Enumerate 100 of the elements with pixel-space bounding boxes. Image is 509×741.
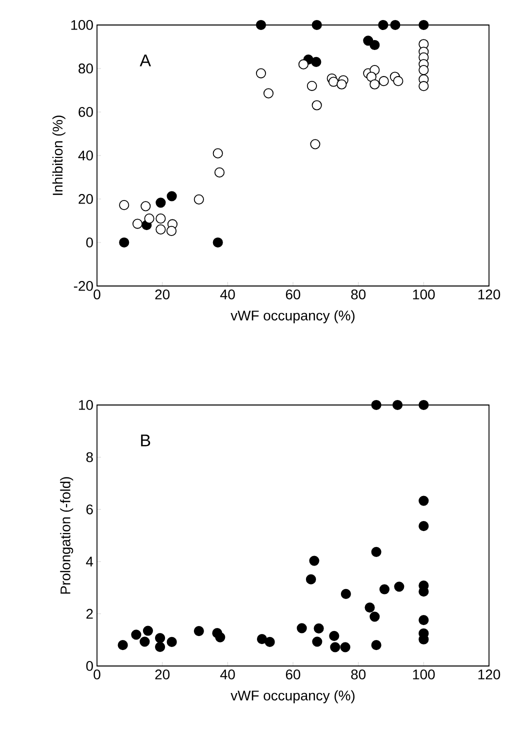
y-axis-title: Prolongation (-fold) [60, 477, 74, 594]
x-tick-label: 20 [155, 290, 170, 300]
point [119, 237, 130, 248]
point [215, 632, 226, 642]
point [364, 602, 375, 613]
point [155, 642, 166, 652]
point [312, 20, 322, 30]
point [418, 521, 429, 532]
point [212, 237, 223, 248]
y-tick-label: 10 [79, 400, 93, 410]
point [256, 68, 266, 78]
point [306, 574, 316, 584]
annotation: A [140, 54, 151, 66]
y-tick-label: 8 [86, 452, 93, 462]
x-tick-label: 120 [478, 290, 500, 300]
y-axis-title: Inhibition (%) [52, 116, 66, 195]
y-tick-label: 4 [86, 556, 94, 566]
point [379, 584, 390, 594]
x-tick-label: 80 [351, 670, 366, 680]
point [329, 630, 340, 642]
point [340, 642, 350, 652]
y-tick-label: 0 [86, 238, 93, 248]
x-tick-label: 100 [413, 670, 435, 680]
point [370, 612, 380, 622]
point [132, 218, 143, 229]
point [212, 148, 223, 158]
point [144, 214, 154, 224]
point [370, 40, 380, 50]
y-tick-label: 2 [86, 608, 93, 619]
point [311, 56, 322, 68]
x-tick-label: 60 [286, 290, 300, 300]
point [166, 191, 177, 202]
annotation: B [141, 434, 150, 446]
y-tick-label: 100 [71, 20, 93, 30]
point [371, 400, 382, 410]
point [366, 72, 376, 82]
point [371, 546, 382, 557]
x-tick-label: 20 [155, 670, 170, 680]
point [418, 81, 429, 92]
point [394, 582, 404, 592]
y-tick-label: 0 [86, 661, 93, 671]
point [309, 556, 320, 566]
point [194, 626, 204, 636]
point [118, 640, 128, 650]
point [393, 76, 404, 86]
point [166, 226, 177, 236]
point [328, 76, 339, 87]
point [166, 636, 177, 648]
point [378, 76, 389, 86]
point [156, 224, 166, 234]
point [310, 139, 320, 150]
point [392, 400, 403, 410]
point [256, 634, 268, 644]
x-axis-title: vWF occupancy (%) [230, 310, 355, 324]
point [263, 88, 274, 98]
y-tick-label: 6 [86, 504, 93, 514]
point [418, 496, 429, 506]
point [418, 64, 429, 76]
x-tick-label: 0 [94, 670, 100, 680]
y-tick-label: -20 [74, 281, 93, 291]
point [340, 588, 351, 600]
point [330, 642, 340, 652]
point [418, 20, 429, 30]
point [264, 636, 275, 648]
point [214, 167, 225, 178]
point [194, 194, 204, 204]
x-tick-label: 0 [94, 290, 100, 300]
point [312, 636, 322, 647]
point [390, 20, 400, 30]
point [306, 80, 317, 91]
point [156, 198, 166, 208]
y-tick-label: 60 [78, 107, 93, 117]
point [142, 626, 154, 636]
point [378, 20, 388, 30]
point [298, 59, 309, 70]
point [370, 79, 380, 90]
point [131, 630, 142, 640]
point [296, 623, 307, 634]
x-tick-label: 120 [478, 670, 500, 680]
point [140, 636, 150, 647]
x-tick-label: 80 [351, 290, 366, 300]
point [418, 400, 429, 410]
point [140, 201, 151, 212]
point [312, 100, 322, 110]
x-tick-label: 40 [220, 290, 235, 300]
x-tick-label: 40 [220, 670, 235, 680]
x-tick-label: 100 [413, 290, 435, 300]
point [119, 200, 130, 210]
point [371, 640, 382, 650]
x-axis-title: vWF occupancy (%) [230, 690, 355, 704]
y-tick-label: 20 [78, 194, 93, 204]
x-tick-label: 60 [286, 670, 300, 680]
point [155, 633, 166, 644]
point [256, 20, 266, 30]
point [314, 623, 324, 634]
y-tick-label: 80 [78, 64, 93, 74]
point [418, 615, 429, 626]
point [336, 79, 347, 90]
point [156, 214, 166, 224]
y-tick-label: 40 [78, 150, 93, 160]
